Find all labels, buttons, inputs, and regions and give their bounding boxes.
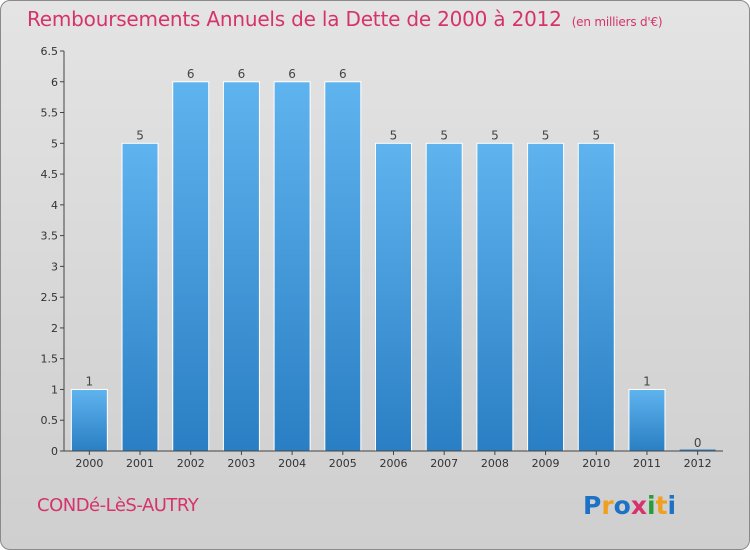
bar-2000 [70, 388, 108, 452]
value-label: 5 [440, 128, 448, 142]
y-tick-label: 2.5 [41, 291, 59, 304]
x-tick-label: 2011 [633, 457, 661, 470]
value-label: 6 [339, 67, 347, 81]
value-label: 6 [288, 67, 296, 81]
chart-title: Remboursements Annuels de la Dette de 20… [27, 7, 663, 31]
bar-2010 [577, 142, 615, 452]
y-tick-label: 2 [51, 322, 58, 335]
x-tick-label: 2004 [278, 457, 306, 470]
town-name: CONDé-LèS-AUTRY [37, 495, 199, 516]
y-tick-label: 5.5 [41, 107, 59, 120]
logo-letter: P [583, 491, 602, 520]
bar-2006 [375, 142, 412, 452]
unit-label: (en milliers d'€) [571, 15, 663, 29]
y-tick-label: 4.5 [41, 168, 59, 181]
y-tick-label: 3.5 [41, 230, 59, 243]
y-tick-label: 0.5 [41, 414, 59, 427]
x-tick-label: 2012 [684, 457, 712, 470]
x-tick-label: 2002 [177, 457, 205, 470]
y-tick-label: 0 [51, 445, 58, 458]
logo-letter: i [667, 491, 677, 520]
x-tick-label: 2005 [329, 457, 357, 470]
x-tick-label: 2001 [126, 457, 154, 470]
proxiti-logo: Proxiti [583, 491, 676, 520]
bar-2011 [628, 388, 666, 452]
y-tick-label: 1.5 [41, 353, 59, 366]
y-tick-label: 1 [51, 383, 58, 396]
bar-2007 [425, 142, 463, 452]
bars-layer: 1 5 6 6 6 6 5 5 5 5 5 1 0 [70, 67, 716, 452]
x-tick-label: 2003 [227, 457, 255, 470]
x-tick-label: 2010 [582, 457, 610, 470]
y-tick-label: 3 [51, 260, 58, 273]
y-tick-label: 6 [51, 76, 58, 89]
y-tick-label: 4 [51, 199, 58, 212]
x-tick-label: 2007 [430, 457, 458, 470]
value-label: 1 [643, 374, 651, 388]
logo-letter: r [601, 491, 614, 520]
bar-2004 [273, 81, 311, 452]
x-tick-label: 2000 [75, 457, 103, 470]
title-text: Remboursements Annuels de la Dette de 20… [27, 7, 562, 31]
value-label: 5 [136, 128, 144, 142]
bar-2005 [324, 81, 362, 452]
x-tick-label: 2006 [380, 457, 408, 470]
logo-letter: i [647, 491, 656, 520]
value-label: 6 [238, 67, 246, 81]
value-label: 5 [390, 128, 398, 142]
logo-letter: o [613, 491, 631, 520]
logo-letter: x [630, 491, 647, 520]
axis-layer: 0 0.5 1 1.5 2 2.5 3 3.5 4 4.5 5 5.5 6 6.5 2000 2001 2002… [41, 45, 723, 470]
bar-2008 [476, 142, 514, 452]
value-label: 0 [694, 436, 702, 450]
value-label: 5 [491, 128, 499, 142]
bar-2001 [121, 142, 159, 452]
x-tick-label: 2009 [532, 457, 560, 470]
x-tick-label: 2008 [481, 457, 509, 470]
y-tick-label: 6.5 [41, 45, 59, 58]
bar-2009 [527, 142, 565, 452]
value-label: 6 [187, 67, 195, 81]
value-label: 5 [542, 128, 550, 142]
value-label: 5 [592, 128, 600, 142]
bar-2002 [172, 81, 210, 452]
value-label: 1 [86, 374, 94, 388]
y-tick-label: 5 [51, 137, 58, 150]
logo-letter: t [655, 491, 668, 520]
bar-2003 [222, 81, 260, 452]
